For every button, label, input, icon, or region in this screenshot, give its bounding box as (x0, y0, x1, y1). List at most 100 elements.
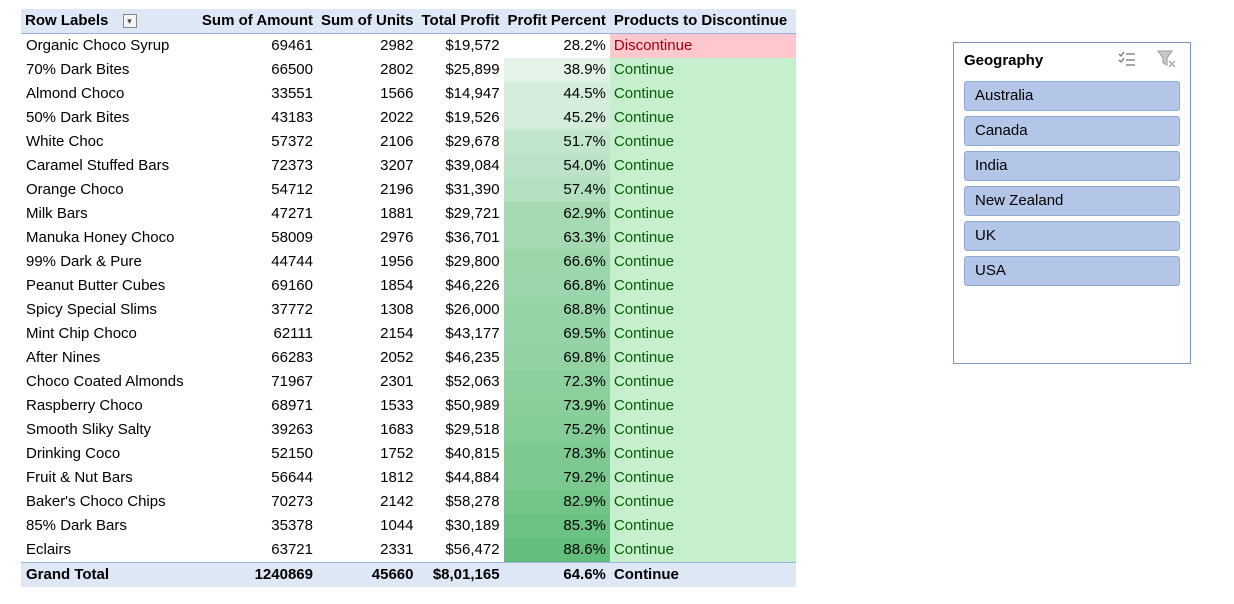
status-cell[interactable]: Continue (609, 274, 796, 298)
amount-cell[interactable]: 35378 (271, 517, 313, 534)
row-label-cell[interactable]: Drinking Coco (26, 445, 121, 462)
profit-cell[interactable]: $36,701 (445, 229, 500, 246)
units-cell[interactable]: 2802 (380, 61, 414, 78)
percent-cell[interactable]: 78.3% (503, 442, 610, 466)
amount-cell[interactable]: 68971 (271, 397, 313, 414)
row-label-cell[interactable]: Organic Choco Syrup (26, 37, 170, 54)
row-label-cell[interactable]: Orange Choco (26, 181, 124, 198)
units-cell[interactable]: 2196 (380, 181, 414, 198)
percent-cell[interactable]: 79.2% (503, 466, 610, 490)
percent-cell[interactable]: 68.8% (503, 298, 610, 322)
amount-cell[interactable]: 47271 (271, 205, 313, 222)
amount-header[interactable]: Sum of Amount (191, 9, 317, 34)
amount-cell[interactable]: 66500 (271, 61, 313, 78)
profit-cell[interactable]: $52,063 (445, 373, 500, 390)
amount-cell[interactable]: 33551 (271, 85, 313, 102)
percent-cell[interactable]: 85.3% (503, 514, 610, 538)
percent-cell[interactable]: 51.7% (503, 130, 610, 154)
status-cell[interactable]: Continue (609, 490, 796, 514)
amount-cell[interactable]: 58009 (271, 229, 313, 246)
units-cell[interactable]: 2331 (380, 541, 414, 558)
profit-cell[interactable]: $29,678 (445, 133, 500, 150)
percent-cell[interactable]: 57.4% (503, 178, 610, 202)
profit-cell[interactable]: $31,390 (445, 181, 500, 198)
row-label-cell[interactable]: 85% Dark Bars (26, 517, 127, 534)
grand-total-percent[interactable]: 64.6% (503, 562, 610, 587)
grand-total-profit[interactable]: $8,01,165 (417, 562, 504, 587)
units-cell[interactable]: 1044 (380, 517, 414, 534)
percent-cell[interactable]: 69.5% (503, 322, 610, 346)
percent-cell[interactable]: 62.9% (503, 202, 610, 226)
amount-cell[interactable]: 52150 (271, 445, 313, 462)
status-cell[interactable]: Continue (609, 466, 796, 490)
amount-cell[interactable]: 57372 (271, 133, 313, 150)
status-cell[interactable]: Continue (609, 346, 796, 370)
profit-cell[interactable]: $39,084 (445, 157, 500, 174)
slicer-item-canada[interactable]: Canada (964, 116, 1180, 146)
status-cell[interactable]: Continue (609, 442, 796, 466)
percent-cell[interactable]: 73.9% (503, 394, 610, 418)
profit-header[interactable]: Total Profit (417, 9, 504, 34)
amount-cell[interactable]: 71967 (271, 373, 313, 390)
units-cell[interactable]: 3207 (380, 157, 414, 174)
status-cell[interactable]: Continue (609, 370, 796, 394)
row-label-cell[interactable]: Manuka Honey Choco (26, 229, 175, 246)
percent-cell[interactable]: 66.6% (503, 250, 610, 274)
units-cell[interactable]: 1854 (380, 277, 414, 294)
profit-cell[interactable]: $46,235 (445, 349, 500, 366)
percent-cell[interactable]: 63.3% (503, 226, 610, 250)
percent-cell[interactable]: 66.8% (503, 274, 610, 298)
profit-cell[interactable]: $26,000 (445, 301, 500, 318)
units-cell[interactable]: 1752 (380, 445, 414, 462)
slicer-item-new-zealand[interactable]: New Zealand (964, 186, 1180, 216)
row-label-cell[interactable]: Caramel Stuffed Bars (26, 157, 170, 174)
row-labels-filter-dropdown-icon[interactable]: ▾ (122, 14, 137, 29)
percent-header[interactable]: Profit Percent (503, 9, 610, 34)
amount-cell[interactable]: 37772 (271, 301, 313, 318)
status-cell[interactable]: Continue (609, 58, 796, 82)
status-cell[interactable]: Continue (609, 418, 796, 442)
units-cell[interactable]: 1566 (380, 85, 414, 102)
amount-cell[interactable]: 63721 (271, 541, 313, 558)
grand-total-amount[interactable]: 1240869 (191, 562, 317, 587)
row-label-cell[interactable]: White Choc (26, 133, 104, 150)
status-cell[interactable]: Continue (609, 250, 796, 274)
row-label-cell[interactable]: Milk Bars (26, 205, 88, 222)
percent-cell[interactable]: 75.2% (503, 418, 610, 442)
slicer-item-india[interactable]: India (964, 151, 1180, 181)
amount-cell[interactable]: 43183 (271, 109, 313, 126)
units-cell[interactable]: 1533 (380, 397, 414, 414)
units-header[interactable]: Sum of Units (317, 9, 418, 34)
profit-cell[interactable]: $14,947 (445, 85, 500, 102)
units-cell[interactable]: 2982 (380, 37, 414, 54)
units-cell[interactable]: 1812 (380, 469, 414, 486)
amount-cell[interactable]: 69461 (271, 37, 313, 54)
units-cell[interactable]: 2976 (380, 229, 414, 246)
amount-cell[interactable]: 72373 (271, 157, 313, 174)
profit-cell[interactable]: $29,800 (445, 253, 500, 270)
grand-total-label[interactable]: Grand Total (21, 562, 191, 587)
row-label-cell[interactable]: Choco Coated Almonds (26, 373, 184, 390)
amount-cell[interactable]: 56644 (271, 469, 313, 486)
row-label-cell[interactable]: Raspberry Choco (26, 397, 143, 414)
units-cell[interactable]: 1308 (380, 301, 414, 318)
profit-cell[interactable]: $43,177 (445, 325, 500, 342)
status-cell[interactable]: Continue (609, 106, 796, 130)
units-cell[interactable]: 2022 (380, 109, 414, 126)
row-label-cell[interactable]: Almond Choco (26, 85, 125, 102)
amount-cell[interactable]: 39263 (271, 421, 313, 438)
amount-cell[interactable]: 62111 (273, 325, 314, 342)
status-cell[interactable]: Discontinue (609, 33, 796, 58)
percent-cell[interactable]: 72.3% (503, 370, 610, 394)
profit-cell[interactable]: $19,572 (445, 37, 500, 54)
profit-cell[interactable]: $46,226 (445, 277, 500, 294)
status-cell[interactable]: Continue (609, 538, 796, 563)
status-cell[interactable]: Continue (609, 514, 796, 538)
status-cell[interactable]: Continue (609, 82, 796, 106)
percent-cell[interactable]: 82.9% (503, 490, 610, 514)
percent-cell[interactable]: 44.5% (503, 82, 610, 106)
status-cell[interactable]: Continue (609, 394, 796, 418)
units-cell[interactable]: 1683 (380, 421, 414, 438)
slicer-item-usa[interactable]: USA (964, 256, 1180, 286)
profit-cell[interactable]: $29,518 (445, 421, 500, 438)
